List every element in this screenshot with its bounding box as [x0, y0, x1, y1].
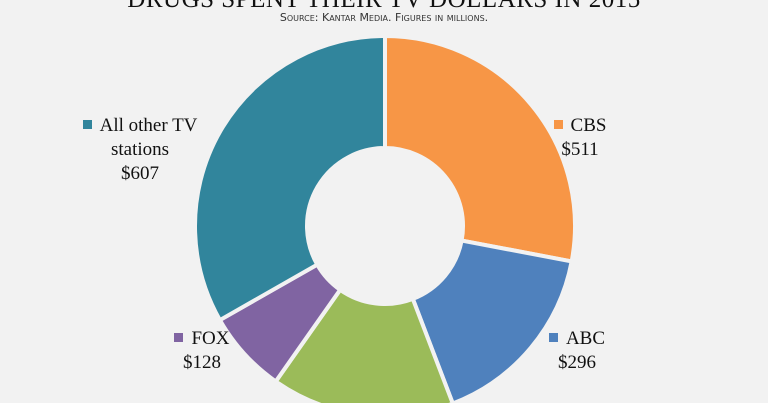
legend-marker-cbs [553, 120, 563, 130]
label-fox-value: $128 [183, 352, 221, 373]
label-fox: FOX $128 [162, 327, 242, 375]
label-all-other-value: $607 [121, 163, 159, 184]
slice-green [272, 287, 455, 403]
label-cbs-name: CBS [570, 115, 607, 136]
chart-subtitle: Source: Kantar Media. Figures in million… [279, 11, 489, 24]
label-all-other: All other TV stations $607 [70, 114, 210, 186]
label-all-other-name: All other TV stations [99, 115, 198, 160]
label-fox-name: FOX [191, 328, 230, 349]
label-abc-value: $296 [558, 352, 596, 373]
slice-all-other [193, 33, 387, 323]
legend-marker-fox [174, 333, 184, 343]
legend-marker-all-other [82, 120, 92, 130]
label-cbs: CBS $511 [540, 114, 620, 162]
chart-title: DRUGS SPENT THEIR TV DOLLARS IN 2015 [0, 0, 768, 14]
slice-cbs [383, 33, 577, 264]
label-abc-name: ABC [565, 328, 606, 349]
label-cbs-value: $511 [561, 139, 599, 160]
slice-abc [410, 238, 575, 403]
legend-marker-abc [548, 333, 558, 343]
label-abc: ABC $296 [537, 327, 617, 375]
